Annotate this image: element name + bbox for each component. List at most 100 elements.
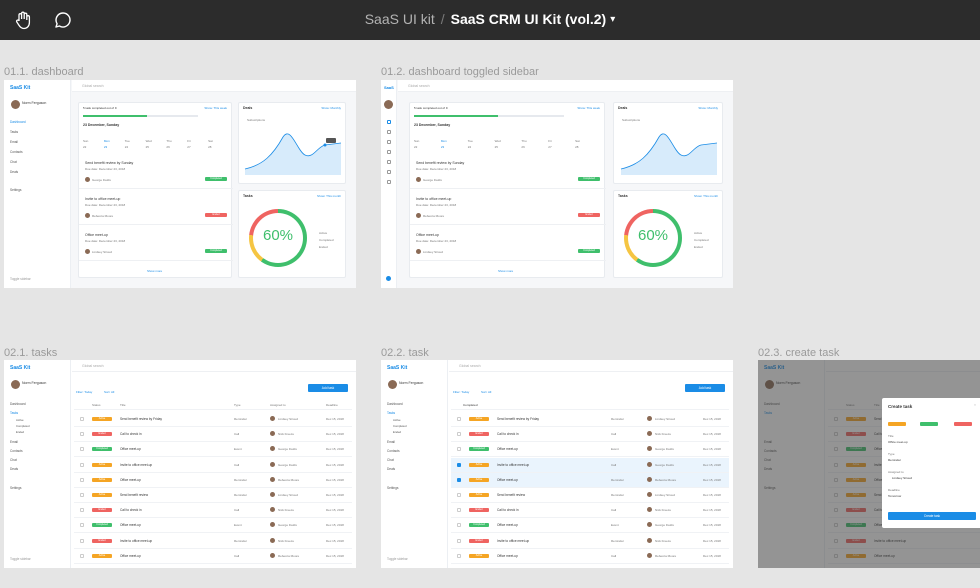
row-checkbox[interactable] [457,432,461,437]
create-task-submit[interactable]: Create task [888,512,976,520]
tasks-card-filter[interactable]: Show: This month [317,194,341,198]
row-checkbox[interactable] [80,508,84,513]
sidebar-item-email[interactable]: Email [10,140,18,144]
day-number[interactable]: 27 [187,145,191,149]
sidebar-icon-tasks[interactable] [387,130,391,134]
table-row[interactable]: Ended Call to check in Call Nick Freeze Dec … [74,427,352,443]
table-row[interactable]: Active Send benefit review by Friday Remin… [74,412,352,427]
subnav-ended[interactable]: Ended [16,430,25,434]
task-item[interactable]: Office meet-up Due date: December 23, 201… [79,229,233,261]
row-checkbox[interactable] [80,432,84,437]
frame-task[interactable]: SaaS Kit Norm Ferguson Dashboard Tasks A… [381,360,733,568]
field-type-select[interactable]: Reminder [888,458,902,462]
sidebar-item-tasks[interactable]: Tasks [387,411,396,415]
row-checkbox[interactable] [80,538,84,543]
frame-create-task[interactable]: SaaS Kit Norm Ferguson Dashboard Tasks E… [758,360,980,568]
table-row[interactable]: Active Office meet-up Call Rebecca Moore Dec… [74,549,352,564]
column-header[interactable]: Deadline [326,403,338,407]
row-checkbox[interactable] [457,523,461,528]
row-checkbox[interactable] [80,553,84,558]
task-title[interactable]: Office meet-up [497,477,518,482]
table-row[interactable]: Completed Office meet-up Event George Field… [451,518,729,534]
table-row[interactable]: Completed Office meet-up Event George Field… [74,442,352,458]
toggle-sidebar[interactable]: Toggle sidebar [10,277,31,281]
sidebar-item-email[interactable]: Email [10,440,18,444]
comment-icon[interactable] [52,9,74,31]
row-checkbox[interactable] [457,538,461,543]
task-title[interactable]: Send benefit review [120,493,148,497]
sidebar-item-contacts[interactable]: Contacts [10,150,23,154]
add-task-button[interactable]: Add task [308,384,348,392]
show-more-link[interactable]: Show more [147,269,163,273]
task-item[interactable]: Send benefit review by Sunday Due date: D… [410,157,606,189]
sidebar-item-tasks[interactable]: Tasks [10,130,19,134]
row-checkbox[interactable] [80,417,84,421]
day-number[interactable]: 27 [548,145,552,149]
deals-filter[interactable]: Show: Monthly [698,106,718,110]
day-number[interactable]: 23 [440,145,445,149]
row-checkbox[interactable] [80,477,84,482]
sidebar-item-tasks[interactable]: Tasks [10,411,19,415]
deals-filter[interactable]: Show: Monthly [321,106,341,110]
table-row[interactable]: Ended Call to check in Call Nick Freeze Dec … [451,427,729,443]
sidebar-item-contacts[interactable]: Contacts [387,449,400,453]
sidebar-item-deals[interactable]: Deals [387,467,396,471]
completed-toggle[interactable]: Completed [463,403,478,407]
table-row[interactable]: Active Send benefit review Reminder Lindsey… [451,488,729,503]
subnav-active[interactable]: Active [393,418,401,422]
task-title[interactable]: Send benefit review by Friday [120,417,162,421]
status-option-completed[interactable] [920,422,938,426]
task-title[interactable]: Office meet-up [497,523,518,528]
row-checkbox[interactable] [457,508,461,513]
sidebar-item-dashboard[interactable]: Dashboard [10,402,26,406]
task-title[interactable]: Office meet-up [120,447,141,452]
table-row[interactable]: Active Office meet-up Reminder Rebecca Moor… [74,473,352,488]
task-title[interactable]: Call to check in [497,508,519,513]
toggle-sidebar[interactable]: Toggle sidebar [387,557,408,561]
toggle-sidebar[interactable]: Toggle sidebar [10,557,31,561]
progress-filter[interactable]: Show: This week [204,106,227,110]
task-title[interactable]: Office meet-up [120,523,141,528]
hand-tool-icon[interactable] [12,9,34,31]
table-row[interactable]: Ended Call to check in Call Nick Freeze Dec … [451,503,729,519]
toggle-sidebar-icon[interactable] [386,276,391,281]
day-number[interactable]: 24 [467,145,472,149]
status-option-active[interactable] [888,422,906,426]
status-option-ended[interactable] [954,422,972,426]
task-item[interactable]: Invite to office meet-up Due date: Decemb… [79,193,233,225]
table-row[interactable]: Active Office meet-up Reminder Rebecca Moor… [451,472,729,488]
table-row[interactable]: Active Send benefit review Reminder Lindsey… [74,488,352,503]
table-row[interactable]: Active Send benefit review by Friday Remin… [451,412,729,427]
sidebar-icon-chat[interactable] [387,160,391,164]
column-header[interactable]: Type [234,403,241,407]
sidebar-item-email[interactable]: Email [387,440,395,444]
column-header[interactable]: Assigned to [270,403,286,407]
frame-label-dashboard-toggled[interactable]: 01.2. dashboard toggled sidebar [381,66,539,78]
close-icon[interactable]: × [973,403,976,407]
task-title[interactable]: Office meet-up [497,553,518,558]
table-row[interactable]: Completed Office meet-up Event George Field… [74,518,352,534]
add-task-button[interactable]: Add task [685,384,725,392]
subnav-completed[interactable]: Completed [393,424,407,428]
sidebar-item-contacts[interactable]: Contacts [10,449,23,453]
sidebar-item-dashboard[interactable]: Dashboard [387,402,403,406]
subnav-active[interactable]: Active [16,418,24,422]
column-header[interactable]: Title [120,403,126,407]
task-title[interactable]: Invite to office meet-up [497,538,530,543]
table-row[interactable]: Active Office meet-up Call Rebecca Moore Dec… [451,549,729,564]
file-name[interactable]: SaaS CRM UI Kit (vol.2) [450,11,607,27]
task-title[interactable]: Call to check in [120,508,142,513]
task-title[interactable]: Send benefit review by Friday [497,417,539,421]
subnav-completed[interactable]: Completed [16,424,30,428]
row-checkbox[interactable] [457,553,461,558]
table-row[interactable]: Active Invite to office meet-up Call George… [74,458,352,473]
column-header[interactable]: Status [92,403,101,407]
task-item[interactable]: Send benefit review by Sunday Due date: D… [79,157,233,189]
sidebar-item-chat[interactable]: Chat [10,160,17,164]
sidebar-icon-settings[interactable] [387,180,391,184]
field-title-input[interactable]: Office meet-up [888,440,908,444]
field-assigned-select[interactable]: Lindsey Stroud [892,476,913,480]
table-row[interactable]: Active Invite to office meet-up Call George… [451,457,729,473]
row-checkbox[interactable] [80,523,84,528]
row-checkbox[interactable] [80,493,84,497]
